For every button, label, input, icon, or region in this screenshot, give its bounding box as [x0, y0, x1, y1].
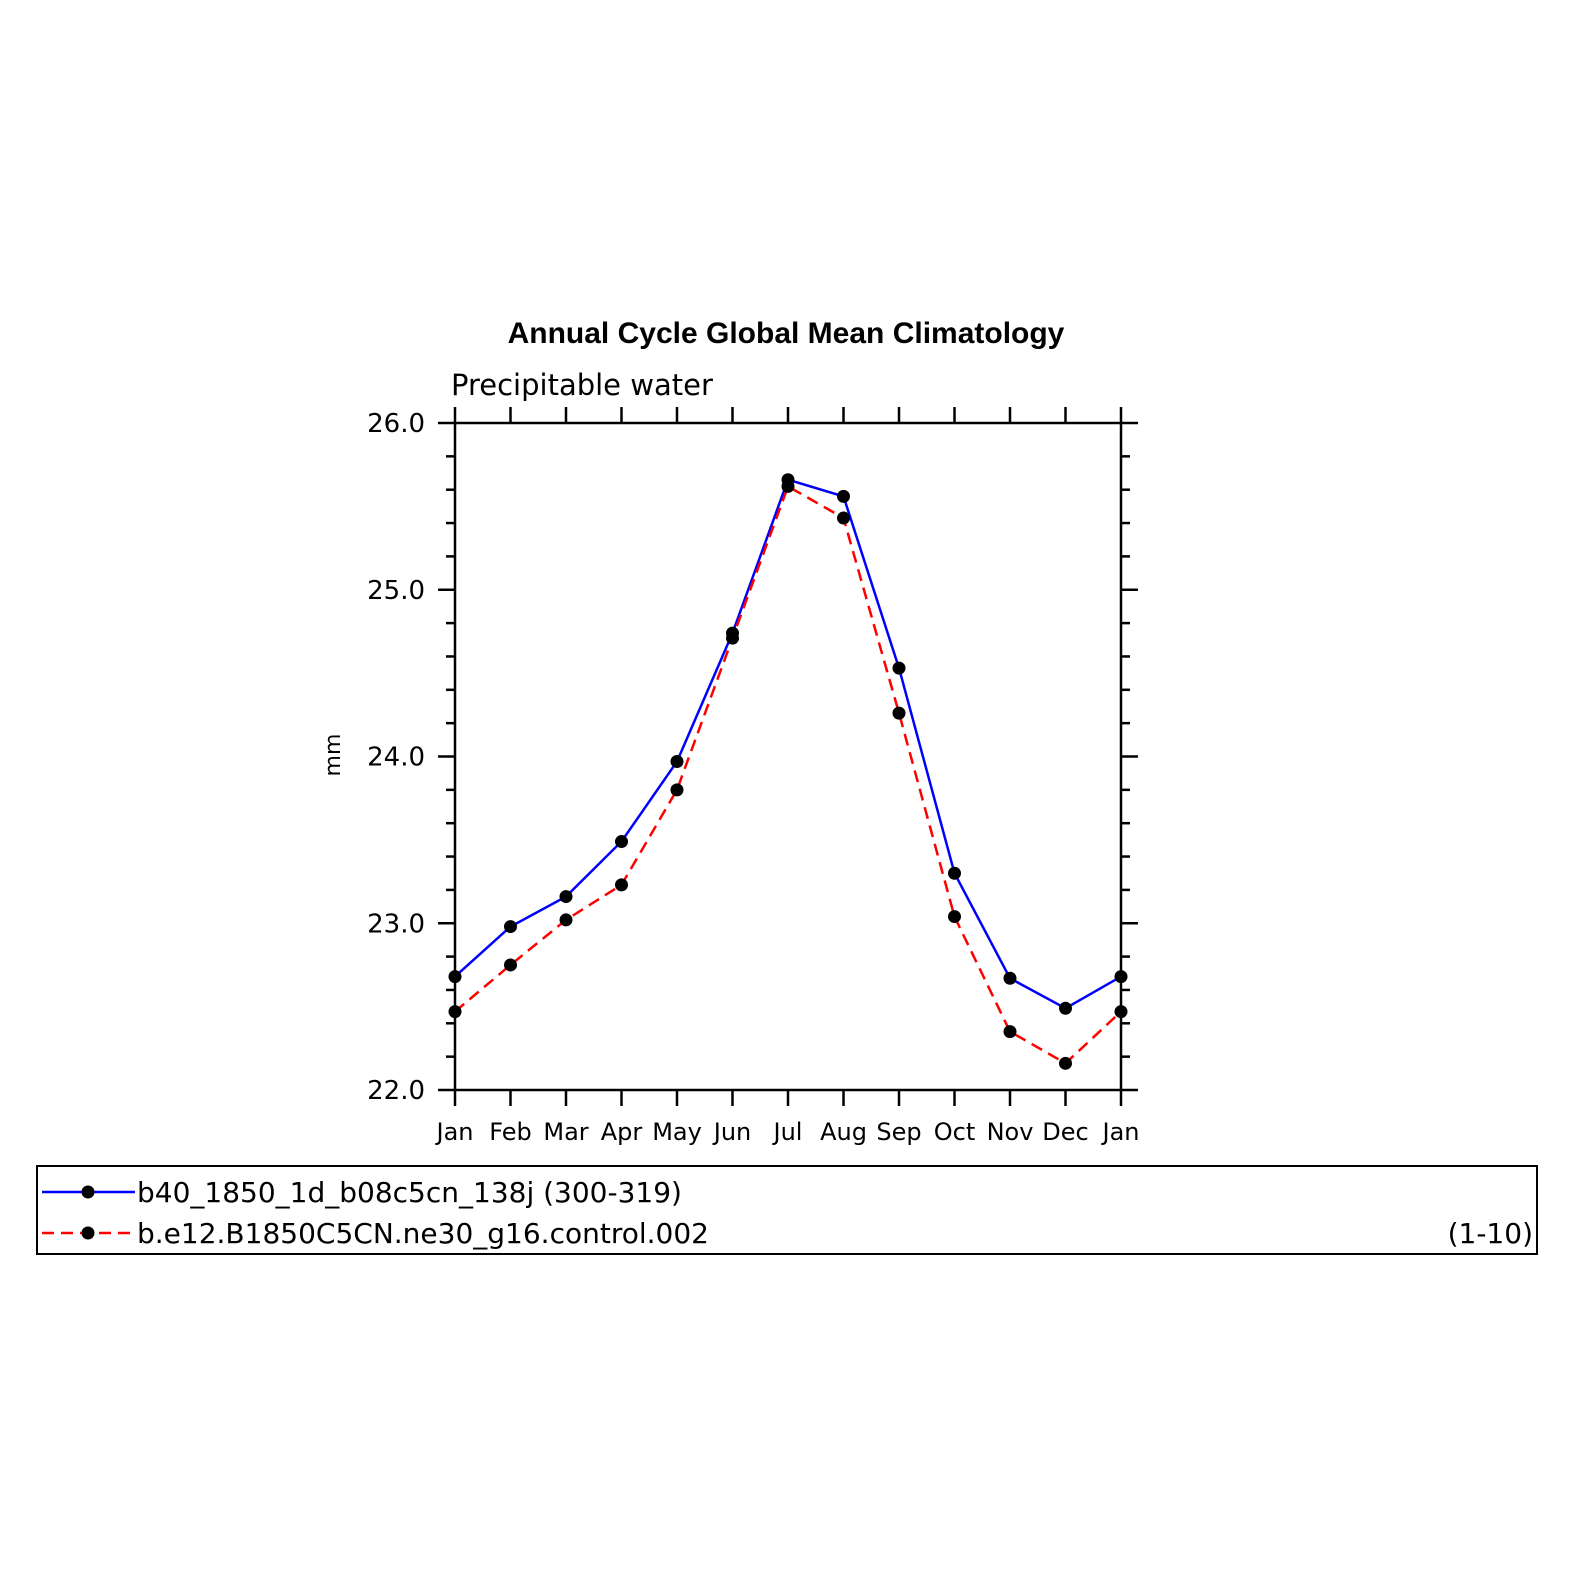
series-line-1	[454, 478, 1122, 1010]
series-2-point	[670, 783, 684, 797]
legend-label-2: b.e12.B1850C5CN.ne30_g16.control.002	[137, 1217, 709, 1250]
y-tick-label: 25.0	[367, 576, 425, 606]
series-2-point	[1059, 1056, 1072, 1070]
series-1-point	[837, 489, 850, 503]
x-tick-label: Nov	[987, 1118, 1034, 1146]
x-tick-label: Feb	[489, 1118, 532, 1146]
x-tick-label: Dec	[1042, 1118, 1088, 1146]
series-2-point	[615, 878, 628, 892]
chart-subtitle: Precipitable water	[451, 368, 713, 402]
series-1-point	[892, 661, 906, 675]
y-tick-label: 22.0	[367, 1076, 425, 1106]
series-1-point	[948, 866, 961, 880]
series-1-point	[559, 890, 573, 904]
series-2-point	[1003, 1025, 1017, 1039]
series-1-point	[504, 920, 517, 934]
x-tick-label: Jan	[435, 1118, 474, 1146]
series-2-point	[559, 913, 573, 927]
series-1-point	[615, 835, 628, 849]
series-1-point	[670, 755, 684, 769]
y-tick-label: 23.0	[367, 909, 425, 939]
x-tick-label: Jun	[712, 1118, 752, 1146]
x-tick-label: Aug	[820, 1118, 867, 1146]
series-1-point	[1059, 1001, 1072, 1015]
series-2-point	[948, 910, 961, 924]
series-2-point	[892, 706, 906, 720]
legend: b40_1850_1d_b08c5cn_138j (300-319) b.e12.…	[42, 1176, 1533, 1250]
chart-title: Annual Cycle Global Mean Climatology	[508, 317, 1065, 350]
legend-label-1: b40_1850_1d_b08c5cn_138j (300-319)	[137, 1176, 682, 1209]
x-tick-label: Mar	[543, 1118, 588, 1146]
axes: Jan Feb Mar Apr May Jun Jul Aug Sep Oct Nov Dec Jan 2…	[367, 407, 1140, 1146]
series-1-point	[1003, 971, 1017, 985]
x-tick-label: Sep	[876, 1118, 921, 1146]
legend-box	[36, 1165, 1538, 1255]
x-tick-label: Jul	[772, 1118, 803, 1146]
plot-frame	[453, 421, 1123, 1092]
series-line-2	[454, 484, 1122, 1065]
x-tick-label: May	[652, 1118, 702, 1146]
x-tick-label: Apr	[601, 1118, 643, 1146]
legend-range-2: (1-10)	[1448, 1217, 1533, 1250]
series-2-point	[726, 631, 739, 645]
y-axis-label: mm	[321, 734, 346, 777]
series-2-point	[504, 958, 517, 972]
series-2-point	[837, 511, 850, 525]
legend-marker-2	[81, 1226, 95, 1240]
y-tick-label: 26.0	[367, 409, 425, 439]
y-tick-label: 24.0	[367, 743, 425, 773]
legend-marker-1	[81, 1185, 95, 1199]
x-tick-label: Jan	[1101, 1118, 1140, 1146]
x-tick-label: Oct	[934, 1118, 976, 1146]
plot-area	[448, 473, 1128, 1070]
series-2-point	[781, 479, 795, 493]
